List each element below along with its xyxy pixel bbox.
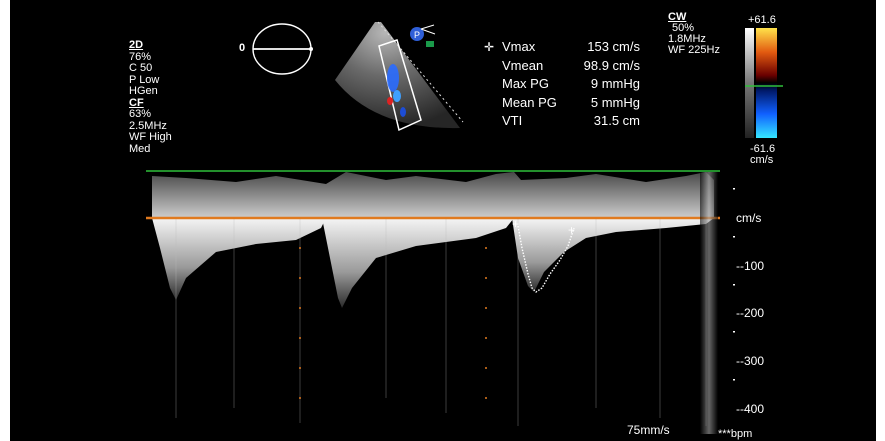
doppler-axis-tick-400: --400 bbox=[736, 402, 765, 416]
doppler-axis-minor-ticks bbox=[733, 188, 735, 381]
measurement-row-vti: VTI 31.5 cm bbox=[502, 112, 640, 131]
measurement-label: VTI bbox=[502, 113, 523, 128]
color-scale-unit: cm/s bbox=[750, 154, 774, 166]
doppler-axis-tick-300: --300 bbox=[736, 354, 765, 368]
color-scale-min-block: -61.6 cm/s bbox=[750, 144, 775, 166]
measurement-row-max-pg: Max PG 9 mmHg bbox=[502, 75, 640, 94]
color-scale-max: +61.6 bbox=[748, 14, 776, 26]
measurement-label: Max PG bbox=[502, 76, 549, 91]
measurement-panel: Vmax 153 cm/s Vmean 98.9 cm/s Max PG 9 m… bbox=[502, 38, 640, 131]
probe-angle-indicator-icon bbox=[252, 23, 313, 75]
compress-value: C 50 bbox=[129, 62, 153, 74]
doppler-axis-unit: cm/s bbox=[736, 211, 762, 225]
cw-mode-label: CW bbox=[668, 11, 687, 23]
measurement-row-vmax: Vmax 153 cm/s bbox=[502, 38, 640, 57]
wall-filter-cf: WF High bbox=[129, 131, 172, 143]
acquisition-params-2d: 2D 76% C 50 P Low HGen CF 63% 2.5MHz WF … bbox=[129, 39, 172, 155]
cursor-marker-icon: ✛ bbox=[484, 40, 495, 54]
freq-mode-value: HGen bbox=[129, 85, 158, 97]
cw-freq: 1.8MHz bbox=[668, 33, 706, 45]
svg-text:P: P bbox=[414, 30, 420, 40]
heart-rate-label: ***bpm bbox=[718, 428, 753, 440]
svg-text:+: + bbox=[512, 217, 519, 231]
power-value: P Low bbox=[129, 73, 160, 86]
color-scale-min: -61.6 bbox=[750, 143, 776, 155]
level-value: Med bbox=[129, 142, 151, 155]
doppler-axis-tick-200: --200 bbox=[736, 306, 765, 320]
color-velocity-scale-bar bbox=[745, 28, 783, 138]
freq-cf: 2.5MHz bbox=[129, 119, 167, 132]
trace-edge-band bbox=[700, 172, 718, 434]
sweep-speed-label: 75mm/s bbox=[627, 423, 670, 437]
mode-cf-label: CF bbox=[129, 96, 144, 109]
measurement-row-mean-pg: Mean PG 5 mmHg bbox=[502, 94, 640, 113]
svg-text:+: + bbox=[568, 223, 575, 237]
measurement-value: 5 mmHg bbox=[590, 94, 640, 110]
gain-2d: 76% bbox=[129, 50, 152, 63]
measurement-label: Vmean bbox=[502, 57, 544, 73]
measurement-value: 31.5 cm bbox=[593, 113, 640, 128]
mode-2d-label: 2D bbox=[129, 39, 144, 51]
cw-gain: 50% bbox=[672, 22, 695, 34]
cw-params: CW 50% 1.8MHz WF 225Hz bbox=[668, 12, 720, 56]
cw-wall-filter: WF 225Hz bbox=[668, 44, 720, 56]
gain-cf: 63% bbox=[129, 108, 152, 120]
measurement-value: 9 mmHg bbox=[590, 76, 640, 91]
measurement-label: Mean PG bbox=[502, 94, 557, 110]
measurement-value: 98.9 cm/s bbox=[583, 57, 640, 73]
spectral-doppler-trace: + + bbox=[146, 170, 720, 426]
measurement-label: Vmax bbox=[502, 39, 536, 54]
doppler-axis-tick-100: --100 bbox=[736, 259, 765, 273]
angle-label: 0 bbox=[239, 42, 246, 54]
color-flow-sector-thumbnail: P bbox=[335, 21, 464, 132]
measurement-row-vmean: Vmean 98.9 cm/s bbox=[502, 57, 640, 76]
measurement-value: 153 cm/s bbox=[587, 39, 640, 54]
